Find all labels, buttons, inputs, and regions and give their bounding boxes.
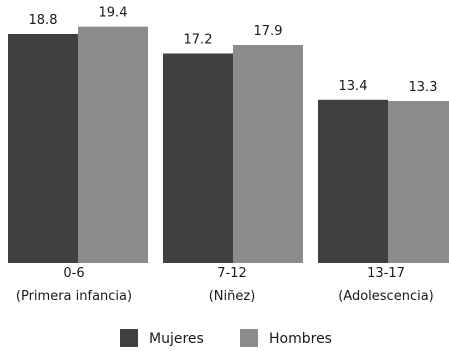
value-label-mujeres-0: 18.8 bbox=[29, 13, 58, 28]
legend-label-mujeres: Mujeres bbox=[149, 331, 204, 347]
legend-swatch-mujeres bbox=[120, 329, 138, 347]
category-label-0: 0-6 bbox=[63, 266, 84, 281]
value-label-hombres-0: 19.4 bbox=[99, 6, 128, 21]
bar-hombres-2 bbox=[388, 101, 449, 263]
value-label-hombres-2: 13.3 bbox=[409, 80, 438, 95]
value-label-hombres-1: 17.9 bbox=[254, 24, 283, 39]
category-sublabel-1: (Niñez) bbox=[209, 289, 256, 304]
bar-mujeres-0 bbox=[8, 34, 78, 263]
value-label-mujeres-1: 17.2 bbox=[184, 33, 213, 48]
category-sublabel-0: (Primera infancia) bbox=[16, 289, 132, 304]
category-label-1: 7-12 bbox=[217, 266, 247, 281]
legend-swatch-hombres bbox=[240, 329, 258, 347]
bar-hombres-1 bbox=[233, 45, 303, 263]
legend-label-hombres: Hombres bbox=[269, 331, 332, 347]
bars-group bbox=[8, 26, 449, 264]
legend: Mujeres Hombres bbox=[120, 329, 332, 347]
bar-hombres-0 bbox=[78, 26, 148, 264]
category-labels: 0-6 (Primera infancia) 7-12 (Niñez) 13-1… bbox=[16, 266, 434, 304]
value-labels-group: 18.8 19.4 17.2 17.9 13.4 13.3 bbox=[29, 6, 438, 95]
category-label-2: 13-17 bbox=[367, 266, 405, 281]
category-sublabel-2: (Adolescencia) bbox=[338, 289, 434, 304]
bar-mujeres-2 bbox=[318, 99, 388, 263]
value-label-mujeres-2: 13.4 bbox=[339, 79, 368, 94]
bar-mujeres-1 bbox=[163, 53, 233, 263]
